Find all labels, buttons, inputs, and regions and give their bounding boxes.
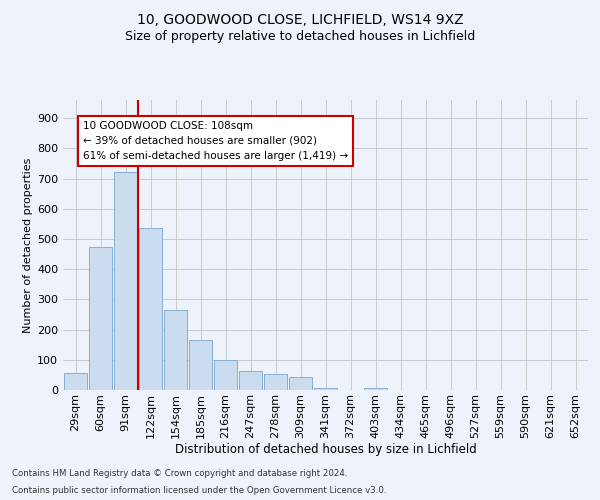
Bar bbox=[113, 172, 137, 390]
Bar bbox=[214, 360, 238, 390]
Bar bbox=[188, 340, 212, 390]
Bar bbox=[164, 310, 187, 390]
Y-axis label: Number of detached properties: Number of detached properties bbox=[23, 158, 33, 332]
Bar bbox=[289, 378, 313, 390]
Text: 10 GOODWOOD CLOSE: 108sqm
← 39% of detached houses are smaller (902)
61% of semi: 10 GOODWOOD CLOSE: 108sqm ← 39% of detac… bbox=[83, 121, 348, 160]
Bar bbox=[239, 372, 262, 390]
Text: Contains HM Land Registry data © Crown copyright and database right 2024.: Contains HM Land Registry data © Crown c… bbox=[12, 468, 347, 477]
X-axis label: Distribution of detached houses by size in Lichfield: Distribution of detached houses by size … bbox=[175, 444, 476, 456]
Bar bbox=[139, 228, 163, 390]
Bar bbox=[64, 374, 88, 390]
Bar bbox=[364, 388, 388, 390]
Text: 10, GOODWOOD CLOSE, LICHFIELD, WS14 9XZ: 10, GOODWOOD CLOSE, LICHFIELD, WS14 9XZ bbox=[137, 12, 463, 26]
Text: Size of property relative to detached houses in Lichfield: Size of property relative to detached ho… bbox=[125, 30, 475, 43]
Text: Contains public sector information licensed under the Open Government Licence v3: Contains public sector information licen… bbox=[12, 486, 386, 495]
Bar bbox=[263, 374, 287, 390]
Bar bbox=[314, 388, 337, 390]
Bar bbox=[89, 246, 112, 390]
